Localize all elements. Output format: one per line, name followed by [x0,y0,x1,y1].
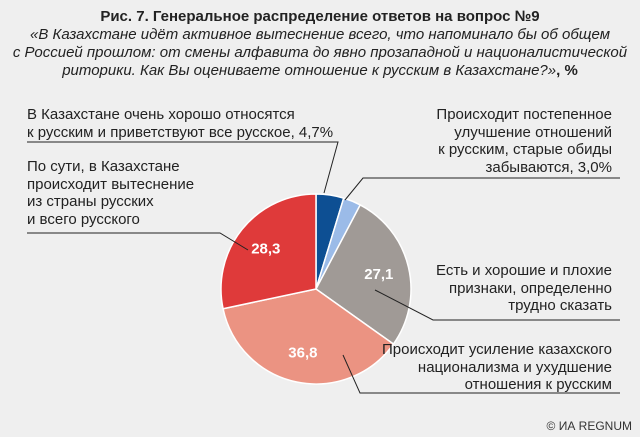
slice-value-label-4: 36,8 [288,344,317,361]
label-nationalism-line-2: национализма и ухудшение [417,358,612,376]
title-unit: , % [556,62,578,79]
leader-line-5 [27,232,249,251]
label-very-good: В Казахстане очень хорошо относятся к ру… [27,106,333,141]
pie-slice-4 [222,288,395,385]
slice-value-labels: 27,1 36,8 28,3 [251,240,393,361]
pie-slices [220,193,412,385]
label-nationalism: Происходит усиление казахского национали… [382,341,612,394]
label-improving-line-3: к русским, старые обиды [438,141,612,158]
label-displacement-line-3: из страны русских [27,193,154,210]
label-displacement-line-2: происходит вытеснение [27,175,195,193]
label-improving-line-4: забываются, 3,0% [485,158,612,176]
leader-lines [27,141,620,394]
label-nationalism-line-3: отношения к русским [464,376,612,393]
label-displacement-line-1: По сути, в Казахстане [27,158,180,175]
pie-slice-5 [220,193,317,310]
slice-value-label-3: 27,1 [364,266,393,283]
chart-title: Рис. 7. Генеральное распределение ответо… [0,8,640,80]
leader-line-1 [27,141,339,194]
label-very-good-line-2: к русским и приветствуют все русское, 4,… [27,123,334,141]
label-displacement: По сути, в Казахстане происходит вытесне… [27,158,194,228]
title-line-3: с Россией прошлом: от смены алфавита до … [12,44,628,61]
title-line-1: Рис. 7. Генеральное распределение ответо… [100,8,540,25]
label-mixed-line-3: трудно сказать [508,297,612,314]
leader-line-4 [342,354,620,394]
label-improving: Происходит постепенное улучшение отношен… [436,106,612,176]
credit: © ИА REGNUM [546,419,632,433]
label-mixed-line-1: Есть и хорошие и плохие [435,262,612,279]
label-displacement-line-4: и всего русского [27,210,140,228]
title-line-2: «В Казахстане идёт активное вытеснение в… [29,26,610,43]
leader-line-2 [344,177,620,201]
slice-value-label-5: 28,3 [251,240,280,257]
title-question-end: риторики. Как Вы оцениваете отношение к … [62,62,557,79]
label-mixed-line-2: признаки, определенно [448,279,612,297]
label-improving-line-2: улучшение отношений [454,123,612,141]
label-nationalism-line-1: Происходит усиление казахского [381,341,612,358]
leader-line-3 [374,289,620,321]
label-improving-line-1: Происходит постепенное [436,106,612,123]
title-line-4: риторики. Как Вы оцениваете отношение к … [0,62,640,80]
label-mixed: Есть и хорошие и плохие признаки, опреде… [436,262,612,315]
label-very-good-line-1: В Казахстане очень хорошо относятся [27,106,295,123]
pie-slice-3 [315,203,412,346]
